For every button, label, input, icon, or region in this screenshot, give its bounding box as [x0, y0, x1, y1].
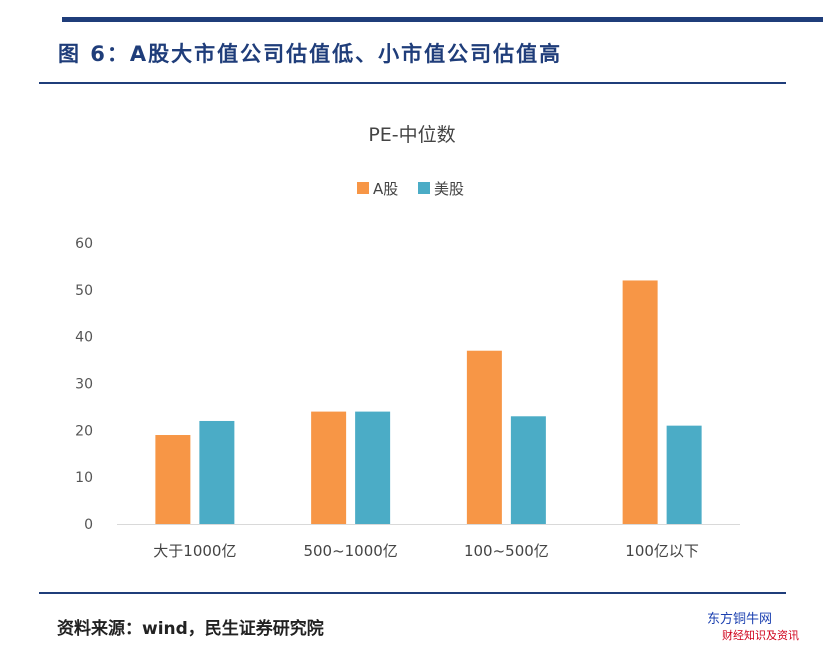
y-tick-label: 0 [84, 517, 93, 533]
footer-divider [39, 592, 786, 594]
legend-label: 美股 [434, 180, 464, 198]
figure-title: 图 6：A股大市值公司估值低、小市值公司估值高 [58, 42, 563, 66]
legend-swatch [418, 182, 430, 194]
watermark-line-2: 财经知识及资讯 [722, 629, 799, 642]
bar-us-share [199, 420, 235, 524]
y-tick-label: 30 [75, 377, 93, 393]
watermark-line-1: 东方铜牛网 [707, 612, 773, 627]
source-note: 资料来源：wind，民生证券研究院 [57, 619, 324, 639]
y-tick-label: 10 [75, 470, 93, 486]
bar-a-share [466, 350, 502, 524]
y-axis-ticks: 0 10 20 30 40 50 60 [75, 236, 93, 533]
top-rule [62, 17, 823, 22]
bar-us-share [355, 411, 391, 524]
legend: A股 美股 [357, 180, 464, 198]
bars [155, 280, 702, 524]
bar-us-share [510, 416, 546, 524]
header-divider [39, 82, 786, 84]
legend-label: A股 [373, 180, 398, 198]
x-tick-label: 500~1000亿 [303, 542, 397, 560]
x-tick-label: 100~500亿 [464, 542, 549, 560]
x-tick-label: 大于1000亿 [153, 542, 236, 560]
y-tick-label: 60 [75, 236, 93, 252]
y-tick-label: 50 [75, 283, 93, 299]
legend-swatch [357, 182, 369, 194]
x-tick-label: 100亿以下 [625, 542, 699, 560]
bar-us-share [666, 425, 702, 524]
bar-a-share [311, 411, 347, 524]
bar-a-share [155, 435, 191, 524]
y-tick-label: 20 [75, 423, 93, 439]
y-tick-label: 40 [75, 330, 93, 346]
chart-title: PE-中位数 [368, 124, 455, 146]
bar-a-share [622, 280, 658, 524]
x-axis-labels: 大于1000亿 500~1000亿 100~500亿 100亿以下 [153, 542, 699, 560]
